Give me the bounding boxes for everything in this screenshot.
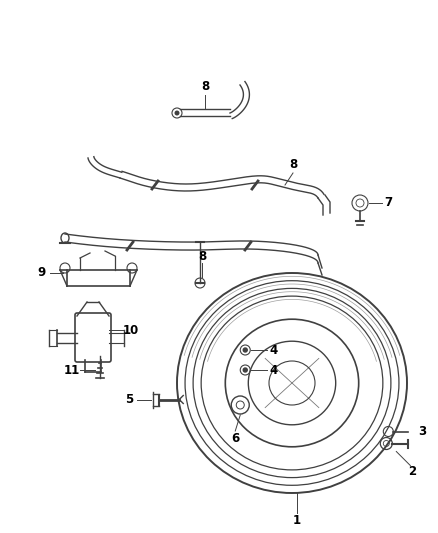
- Text: 8: 8: [198, 249, 206, 262]
- Circle shape: [243, 348, 247, 352]
- Text: 8: 8: [289, 158, 297, 172]
- Circle shape: [174, 110, 180, 116]
- Text: 7: 7: [384, 197, 392, 209]
- Text: 4: 4: [269, 364, 277, 376]
- Circle shape: [243, 368, 247, 372]
- Text: 10: 10: [123, 324, 139, 336]
- Text: 3: 3: [418, 425, 426, 438]
- Text: 2: 2: [408, 465, 417, 478]
- Text: 5: 5: [125, 393, 134, 406]
- Text: 9: 9: [38, 266, 46, 279]
- Text: 6: 6: [231, 432, 240, 445]
- Text: 1: 1: [293, 514, 301, 528]
- Text: 11: 11: [64, 364, 80, 376]
- Text: 4: 4: [269, 343, 277, 357]
- Text: 8: 8: [201, 80, 209, 93]
